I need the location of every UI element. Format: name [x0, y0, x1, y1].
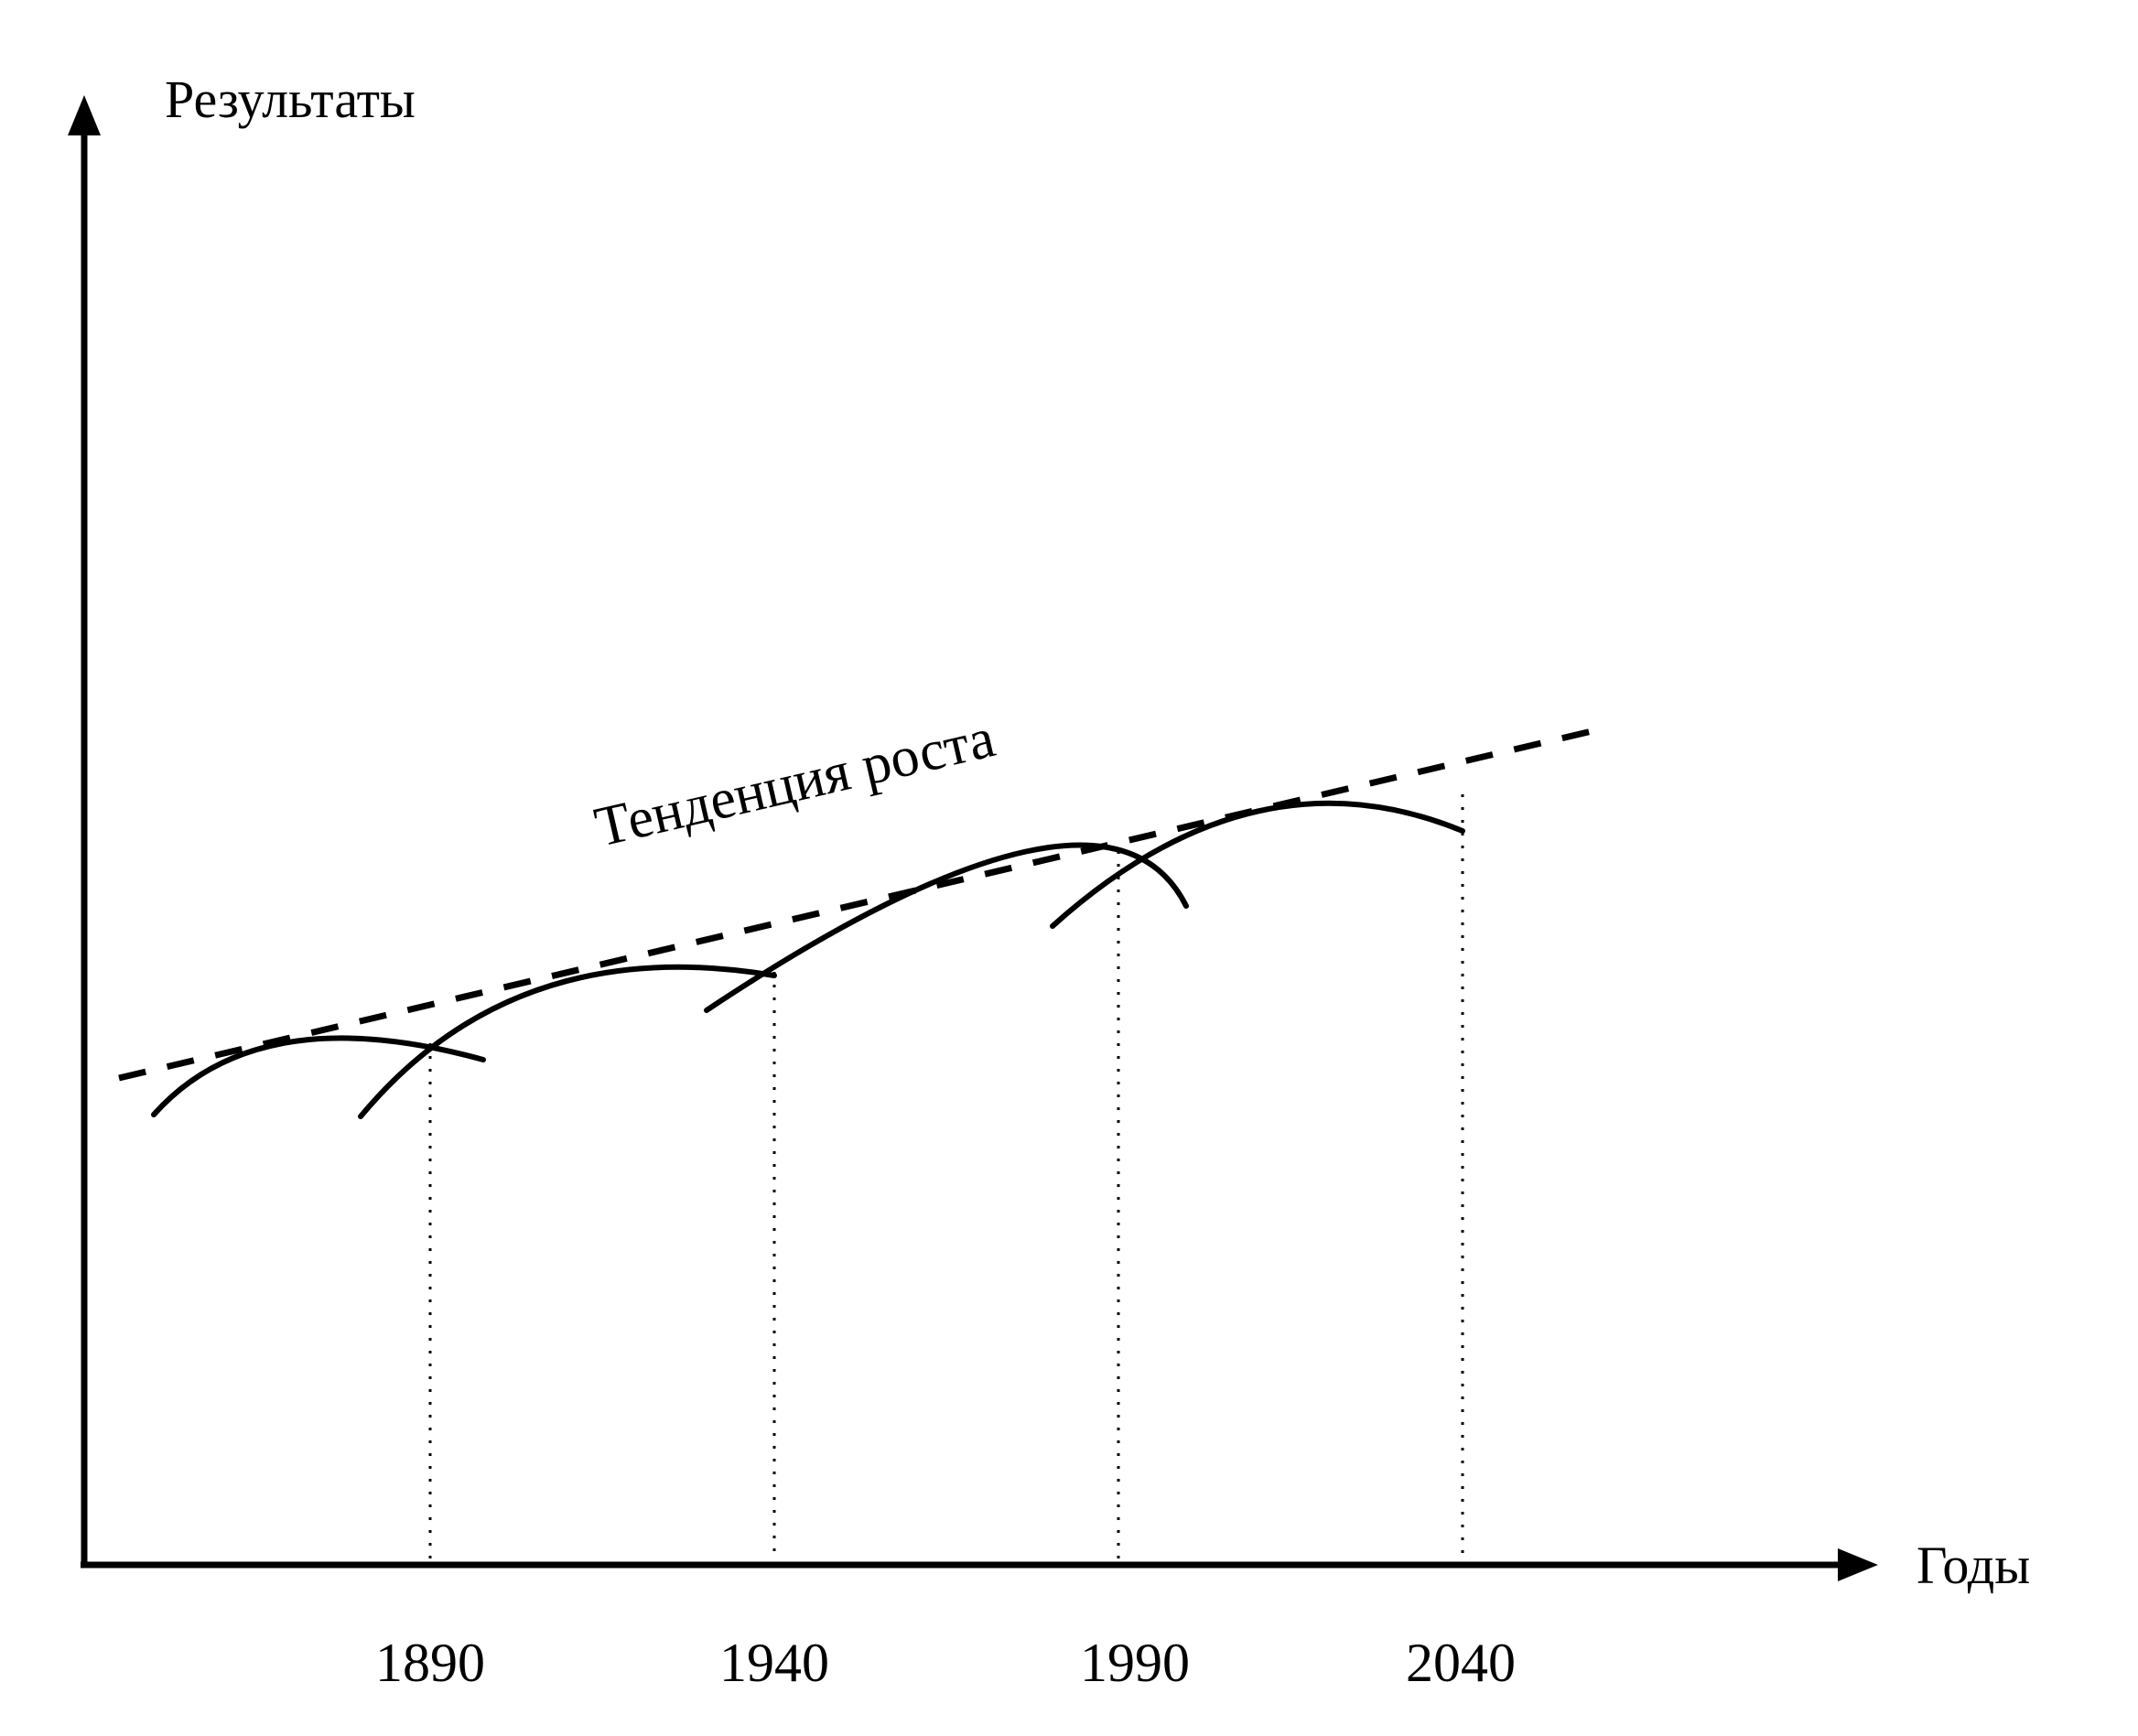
y-axis-label: Результаты	[165, 70, 416, 129]
tick-label-2040: 2040	[1406, 1633, 1516, 1693]
trend-label: Тенденция роста	[589, 706, 1000, 858]
tick-label-1990: 1990	[1080, 1633, 1190, 1693]
wave-curve-4	[1050, 800, 1465, 929]
wave-curve-3	[704, 842, 1189, 1013]
y-axis-arrowhead	[68, 95, 101, 135]
growth-trend-line	[118, 725, 1604, 1082]
wave-curve-2	[358, 964, 777, 1119]
tick-label-1890: 1890	[375, 1633, 485, 1693]
x-axis-arrowhead	[1838, 1548, 1878, 1581]
x-axis-label: Годы	[1917, 1536, 2030, 1595]
tick-label-1940: 1940	[719, 1633, 829, 1693]
wave-curve-1	[151, 1035, 486, 1117]
